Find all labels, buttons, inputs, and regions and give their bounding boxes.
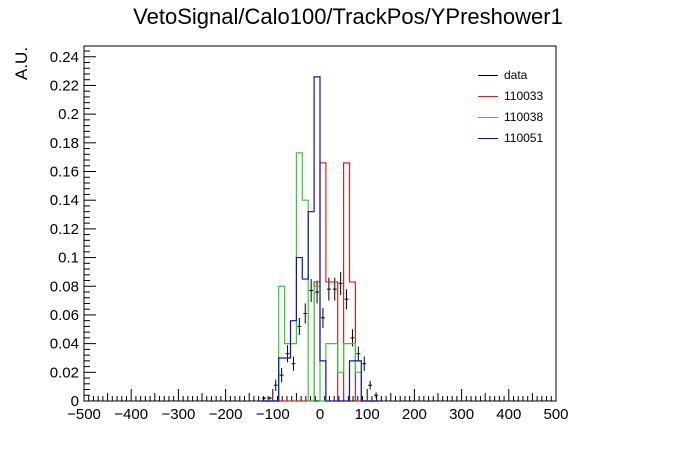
x-tick-label: 0 <box>316 406 324 423</box>
y-tick-label: 0.14 <box>50 192 79 209</box>
y-tick-label: 0.12 <box>50 221 79 238</box>
y-tick-label: 0.1 <box>58 250 79 267</box>
y-tick-label: 0.02 <box>50 364 79 381</box>
histogram-step-110051 <box>261 76 379 402</box>
legend-item-110033: 110033 <box>476 87 586 108</box>
y-tick-label: 0.2 <box>58 106 79 123</box>
y-tick-label: 0.22 <box>50 77 79 94</box>
legend-item-110038: 110038 <box>476 108 586 129</box>
x-tick-label: 100 <box>355 406 380 423</box>
legend-swatch <box>478 138 498 139</box>
legend-item-110051: 110051 <box>476 129 586 150</box>
legend-label: 110051 <box>504 131 544 145</box>
x-tick-label: 400 <box>496 406 521 423</box>
y-tick-label: 0.16 <box>50 164 79 181</box>
y-tick-label: 0.18 <box>50 135 79 152</box>
legend-swatch <box>478 117 498 118</box>
legend-item-data: data <box>476 66 586 87</box>
x-tick-label: −500 <box>67 406 101 423</box>
legend-label: 110033 <box>504 89 544 103</box>
x-tick-label: 500 <box>543 406 568 423</box>
y-tick-label: 0.06 <box>50 307 79 324</box>
y-tick-label: 0.24 <box>50 49 79 66</box>
x-tick-label: 300 <box>449 406 474 423</box>
y-tick-label: 0.08 <box>50 278 79 295</box>
legend-label: data <box>504 68 528 82</box>
legend: data 110033 110038 110051 <box>476 66 586 150</box>
x-tick-label: −100 <box>256 406 290 423</box>
histogram-step-110033 <box>261 162 379 402</box>
y-tick-label: 0.04 <box>50 336 79 353</box>
y-tick-label: 0 <box>71 393 79 410</box>
legend-swatch <box>478 96 498 97</box>
x-tick-label: −400 <box>114 406 148 423</box>
x-tick-label: 200 <box>402 406 427 423</box>
legend-label: 110038 <box>504 110 544 124</box>
legend-swatch <box>478 75 498 76</box>
chart-title: VetoSignal/Calo100/TrackPos/YPreshower1 <box>133 4 563 29</box>
x-tick-label: −200 <box>209 406 243 423</box>
x-tick-label: −300 <box>162 406 196 423</box>
